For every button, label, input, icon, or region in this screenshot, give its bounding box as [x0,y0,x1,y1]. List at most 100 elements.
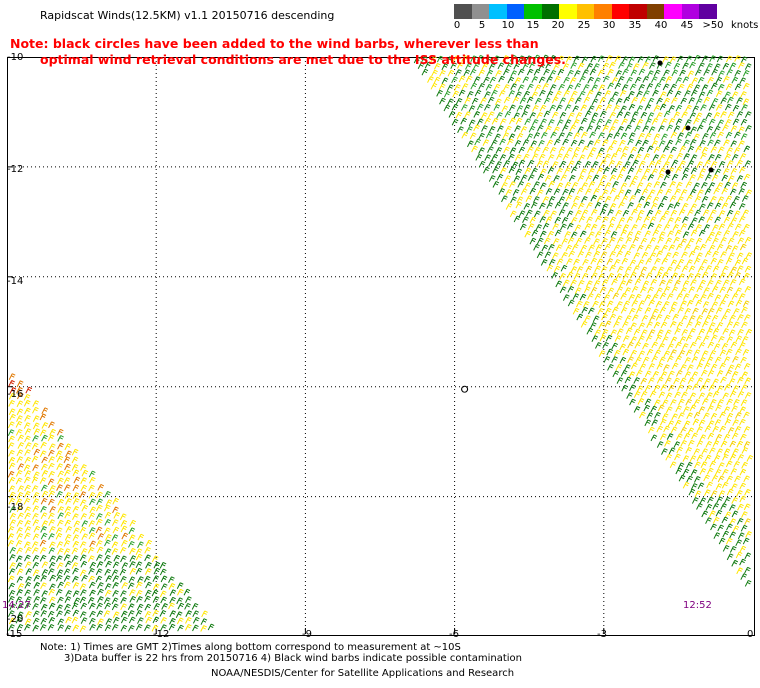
wind-barb [618,217,626,224]
wind-barb [145,539,153,547]
wind-barb [533,68,541,76]
wind-barb [16,456,24,463]
wind-barb [487,111,495,119]
wind-barb [699,384,707,392]
wind-barb [49,506,56,513]
wind-barb [677,462,685,470]
wind-barb [659,433,667,440]
wind-barb [136,603,144,611]
wind-barb [103,527,111,535]
wind-barb [451,76,458,84]
wind-barb [614,335,622,342]
wind-barb [730,483,738,491]
wind-barb [631,224,638,231]
wind-barb [735,551,743,559]
wind-barb [103,610,111,617]
wind-barb [705,503,713,511]
wind-barb [678,349,686,357]
wind-barb [654,257,661,265]
wind-barb [553,175,560,182]
wind-barb [23,541,31,549]
wind-barb [79,625,87,633]
wind-barb [87,555,95,562]
wind-barb [47,434,55,442]
wind-barb [537,173,545,181]
wind-barb [73,520,81,528]
wind-barb [716,321,724,329]
wind-barb [648,160,656,168]
colorbar-tick-label: >50 [702,20,724,31]
wind-barb [604,153,611,161]
attitude-note-line-1: Note: black circles have been added to t… [10,36,539,51]
wind-barb [47,478,55,486]
wind-barb [690,483,698,490]
wind-barb [518,146,526,154]
wind-barb [622,146,629,153]
wind-barb [737,62,745,69]
wind-barb [81,574,88,582]
wind-barb [41,407,49,415]
wind-barb [725,348,733,356]
wind-barb [667,203,674,211]
wind-barb [621,257,629,265]
wind-barb [745,125,752,132]
wind-barb [646,348,654,356]
wind-barb [581,306,589,314]
wind-barb [461,131,469,139]
wind-barb [689,112,697,119]
wind-barb [554,229,562,237]
wind-barb [33,428,41,436]
wind-barb [32,512,39,520]
wind-barb [539,168,547,176]
wind-barb [169,617,176,625]
wind-barb [8,400,15,407]
wind-barb [586,152,594,160]
wind-barb [539,230,547,238]
wind-barb [24,428,32,435]
wind-barb [16,400,24,408]
wind-barb [706,392,713,399]
wind-barb [678,209,686,216]
wind-barb [503,160,511,167]
wind-barb [121,532,129,540]
wind-barb [570,202,578,210]
wind-barb [667,230,674,238]
wind-barb [32,505,40,513]
wind-barb [555,90,562,98]
wind-barb [740,118,748,126]
wind-barb [622,224,630,231]
wind-barb [649,216,657,224]
wind-barb [608,61,616,69]
wind-barb [713,454,721,462]
wind-barb [104,589,112,597]
wind-barb [72,505,80,513]
wind-barb [743,82,750,90]
wind-barb [670,131,678,139]
wind-barb [738,215,746,223]
wind-barb [675,118,683,126]
wind-barb [531,91,539,99]
wind-barb [697,76,705,84]
wind-barb [743,362,751,370]
wind-barb [512,189,520,196]
wind-barb [57,519,64,527]
wind-barb [730,266,737,274]
wind-barb [531,76,539,83]
wind-barb [734,475,741,483]
wind-barb [623,300,631,308]
wind-barb [581,182,588,189]
wind-barb [712,237,719,245]
wind-barb [671,413,678,421]
wind-barb [745,252,753,259]
wind-barb [709,55,716,62]
wind-barb [64,492,72,499]
wind-barb [443,90,451,98]
wind-barb [704,188,712,195]
wind-barb [80,477,87,484]
wind-barb [467,140,474,148]
wind-barb [17,392,24,400]
wind-barb [112,611,120,619]
wind-barb [63,581,71,589]
wind-barb [40,603,48,611]
wind-barb [556,182,564,190]
